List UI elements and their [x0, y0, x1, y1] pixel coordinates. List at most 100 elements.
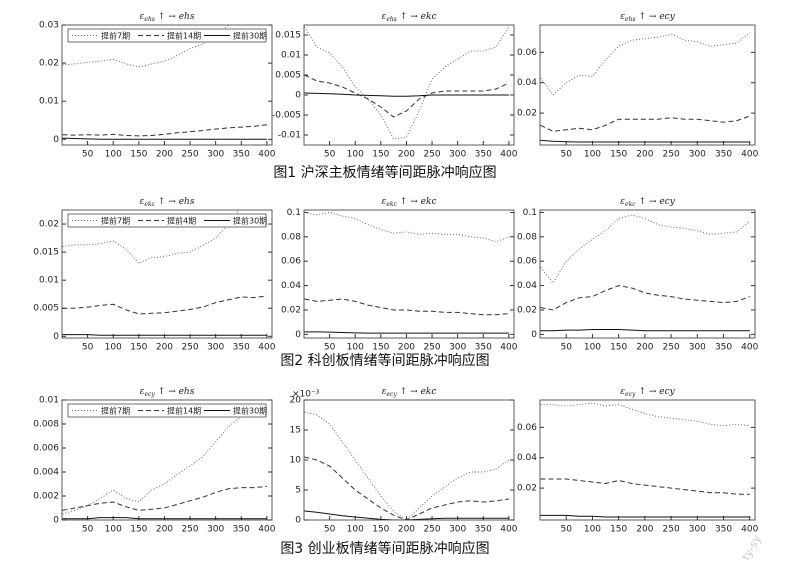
x-tick-label: 150: [130, 150, 147, 160]
y-tick-label: 0.02: [517, 484, 537, 494]
title-rest: ↑ → ehs: [158, 197, 195, 207]
caption: 图1 沪深主板情绪等间距脉冲响应图: [273, 164, 496, 181]
series-line: [62, 210, 240, 264]
title-rest: ↑ → ecy: [638, 387, 675, 397]
y-tick-label: 0.02: [517, 305, 537, 315]
x-tick-label: 250: [423, 525, 440, 535]
x-tick-label: 300: [449, 150, 466, 160]
chart-title: εecy ↑ → ecy: [620, 387, 675, 398]
y-tick-label: 0.06: [517, 257, 537, 267]
title-rest: ↑ → ehs: [158, 387, 195, 397]
y-tick-label: 0.08: [281, 232, 301, 242]
x-tick-label: 200: [156, 150, 173, 160]
y-tick-label: 0.01: [39, 276, 59, 286]
title-subscript: ehs: [625, 16, 636, 23]
x-tick-label: 100: [347, 343, 364, 353]
series-line: [304, 74, 510, 118]
x-tick-label: 50: [324, 525, 336, 535]
chart-title: εecy ↑ → ehs: [140, 387, 195, 398]
chart-title: εehs ↑ → ehs: [140, 12, 195, 23]
x-tick-label: 400: [258, 525, 275, 535]
legend-label: 提前7期: [101, 31, 130, 41]
x-tick-label: 200: [398, 343, 415, 353]
title-symbol: ε: [620, 12, 625, 22]
series-line: [62, 334, 267, 336]
series-line: [304, 298, 509, 316]
series-line: [540, 514, 750, 518]
x-tick-label: 250: [423, 150, 440, 160]
series-line: [540, 214, 751, 284]
title-subscript: ekc: [144, 201, 155, 208]
series-line: [62, 137, 267, 140]
x-tick-label: 50: [82, 343, 94, 353]
series-line: [304, 92, 509, 97]
y-tick-label: 0.06: [517, 423, 537, 433]
x-tick-label: 300: [207, 343, 224, 353]
x-tick-label: 350: [233, 343, 250, 353]
x-tick-label: 100: [584, 525, 601, 535]
series-line: [304, 211, 510, 243]
x-tick-label: 350: [475, 343, 492, 353]
x-tick-label: 300: [207, 150, 224, 160]
series-line: [540, 402, 750, 427]
plot-frame: [539, 209, 756, 339]
series-line: [540, 478, 750, 495]
y-tick-label: -0.01: [278, 131, 301, 141]
legend-label: 提前14期: [167, 406, 201, 416]
x-tick-label: 100: [105, 150, 122, 160]
x-tick-label: 150: [372, 150, 389, 160]
y-tick-label: 0.015: [275, 31, 301, 41]
y-tick-label: 0.01: [281, 51, 301, 61]
x-tick-label: 150: [610, 525, 627, 535]
y-tick-label: 0: [295, 516, 301, 526]
title-symbol: ε: [140, 197, 145, 207]
y-tick-label: 0: [53, 135, 59, 145]
x-tick-label: 350: [233, 525, 250, 535]
x-tick-label: 350: [715, 343, 732, 353]
plot-frame: [539, 24, 756, 146]
y-tick-label: 0.02: [281, 305, 301, 315]
title-rest: ↑ → ekc: [400, 197, 437, 207]
series-line: [540, 139, 750, 143]
y-tick-label: 20: [290, 396, 302, 406]
x-tick-label: 350: [233, 150, 250, 160]
x-tick-label: 150: [130, 525, 147, 535]
plot-frame: [303, 209, 515, 339]
legend-label: 提前30期: [233, 31, 267, 41]
x-tick-label: 100: [347, 525, 364, 535]
x-tick-label: 200: [156, 343, 173, 353]
x-tick-label: 100: [105, 343, 122, 353]
title-subscript: ecy: [625, 391, 636, 398]
x-tick-label: 150: [130, 343, 147, 353]
y-tick-label: 0.002: [33, 492, 59, 502]
x-tick-label: 400: [258, 150, 275, 160]
x-tick-label: 250: [423, 343, 440, 353]
title-symbol: ε: [620, 197, 625, 207]
x-tick-label: 400: [500, 343, 517, 353]
title-subscript: ecy: [144, 391, 155, 398]
title-subscript: ekc: [386, 201, 397, 208]
title-rest: ↑ → ekc: [400, 387, 437, 397]
x-tick-label: 50: [324, 343, 336, 353]
y-tick-label: 0.004: [33, 468, 59, 478]
legend-label: 提前30期: [233, 216, 267, 226]
plot-frame: [61, 399, 273, 521]
y-tick-label: 0.02: [39, 220, 59, 230]
series-line: [540, 329, 750, 332]
plot-frame: [303, 399, 515, 521]
x-tick-label: 350: [715, 150, 732, 160]
title-symbol: ε: [140, 387, 145, 397]
chart-title: εekc ↑ → ekc: [381, 197, 436, 208]
x-tick-label: 50: [560, 343, 572, 353]
x-tick-label: 250: [663, 525, 680, 535]
title-symbol: ε: [140, 12, 145, 22]
x-tick-label: 300: [449, 343, 466, 353]
title-symbol: ε: [620, 387, 625, 397]
legend-label: 提前7期: [101, 406, 130, 416]
chart-title: εehs ↑ → ecy: [620, 12, 676, 23]
legend-label: 提前7期: [101, 216, 130, 226]
x-tick-label: 200: [398, 150, 415, 160]
y-tick-label: 0.04: [281, 281, 301, 291]
